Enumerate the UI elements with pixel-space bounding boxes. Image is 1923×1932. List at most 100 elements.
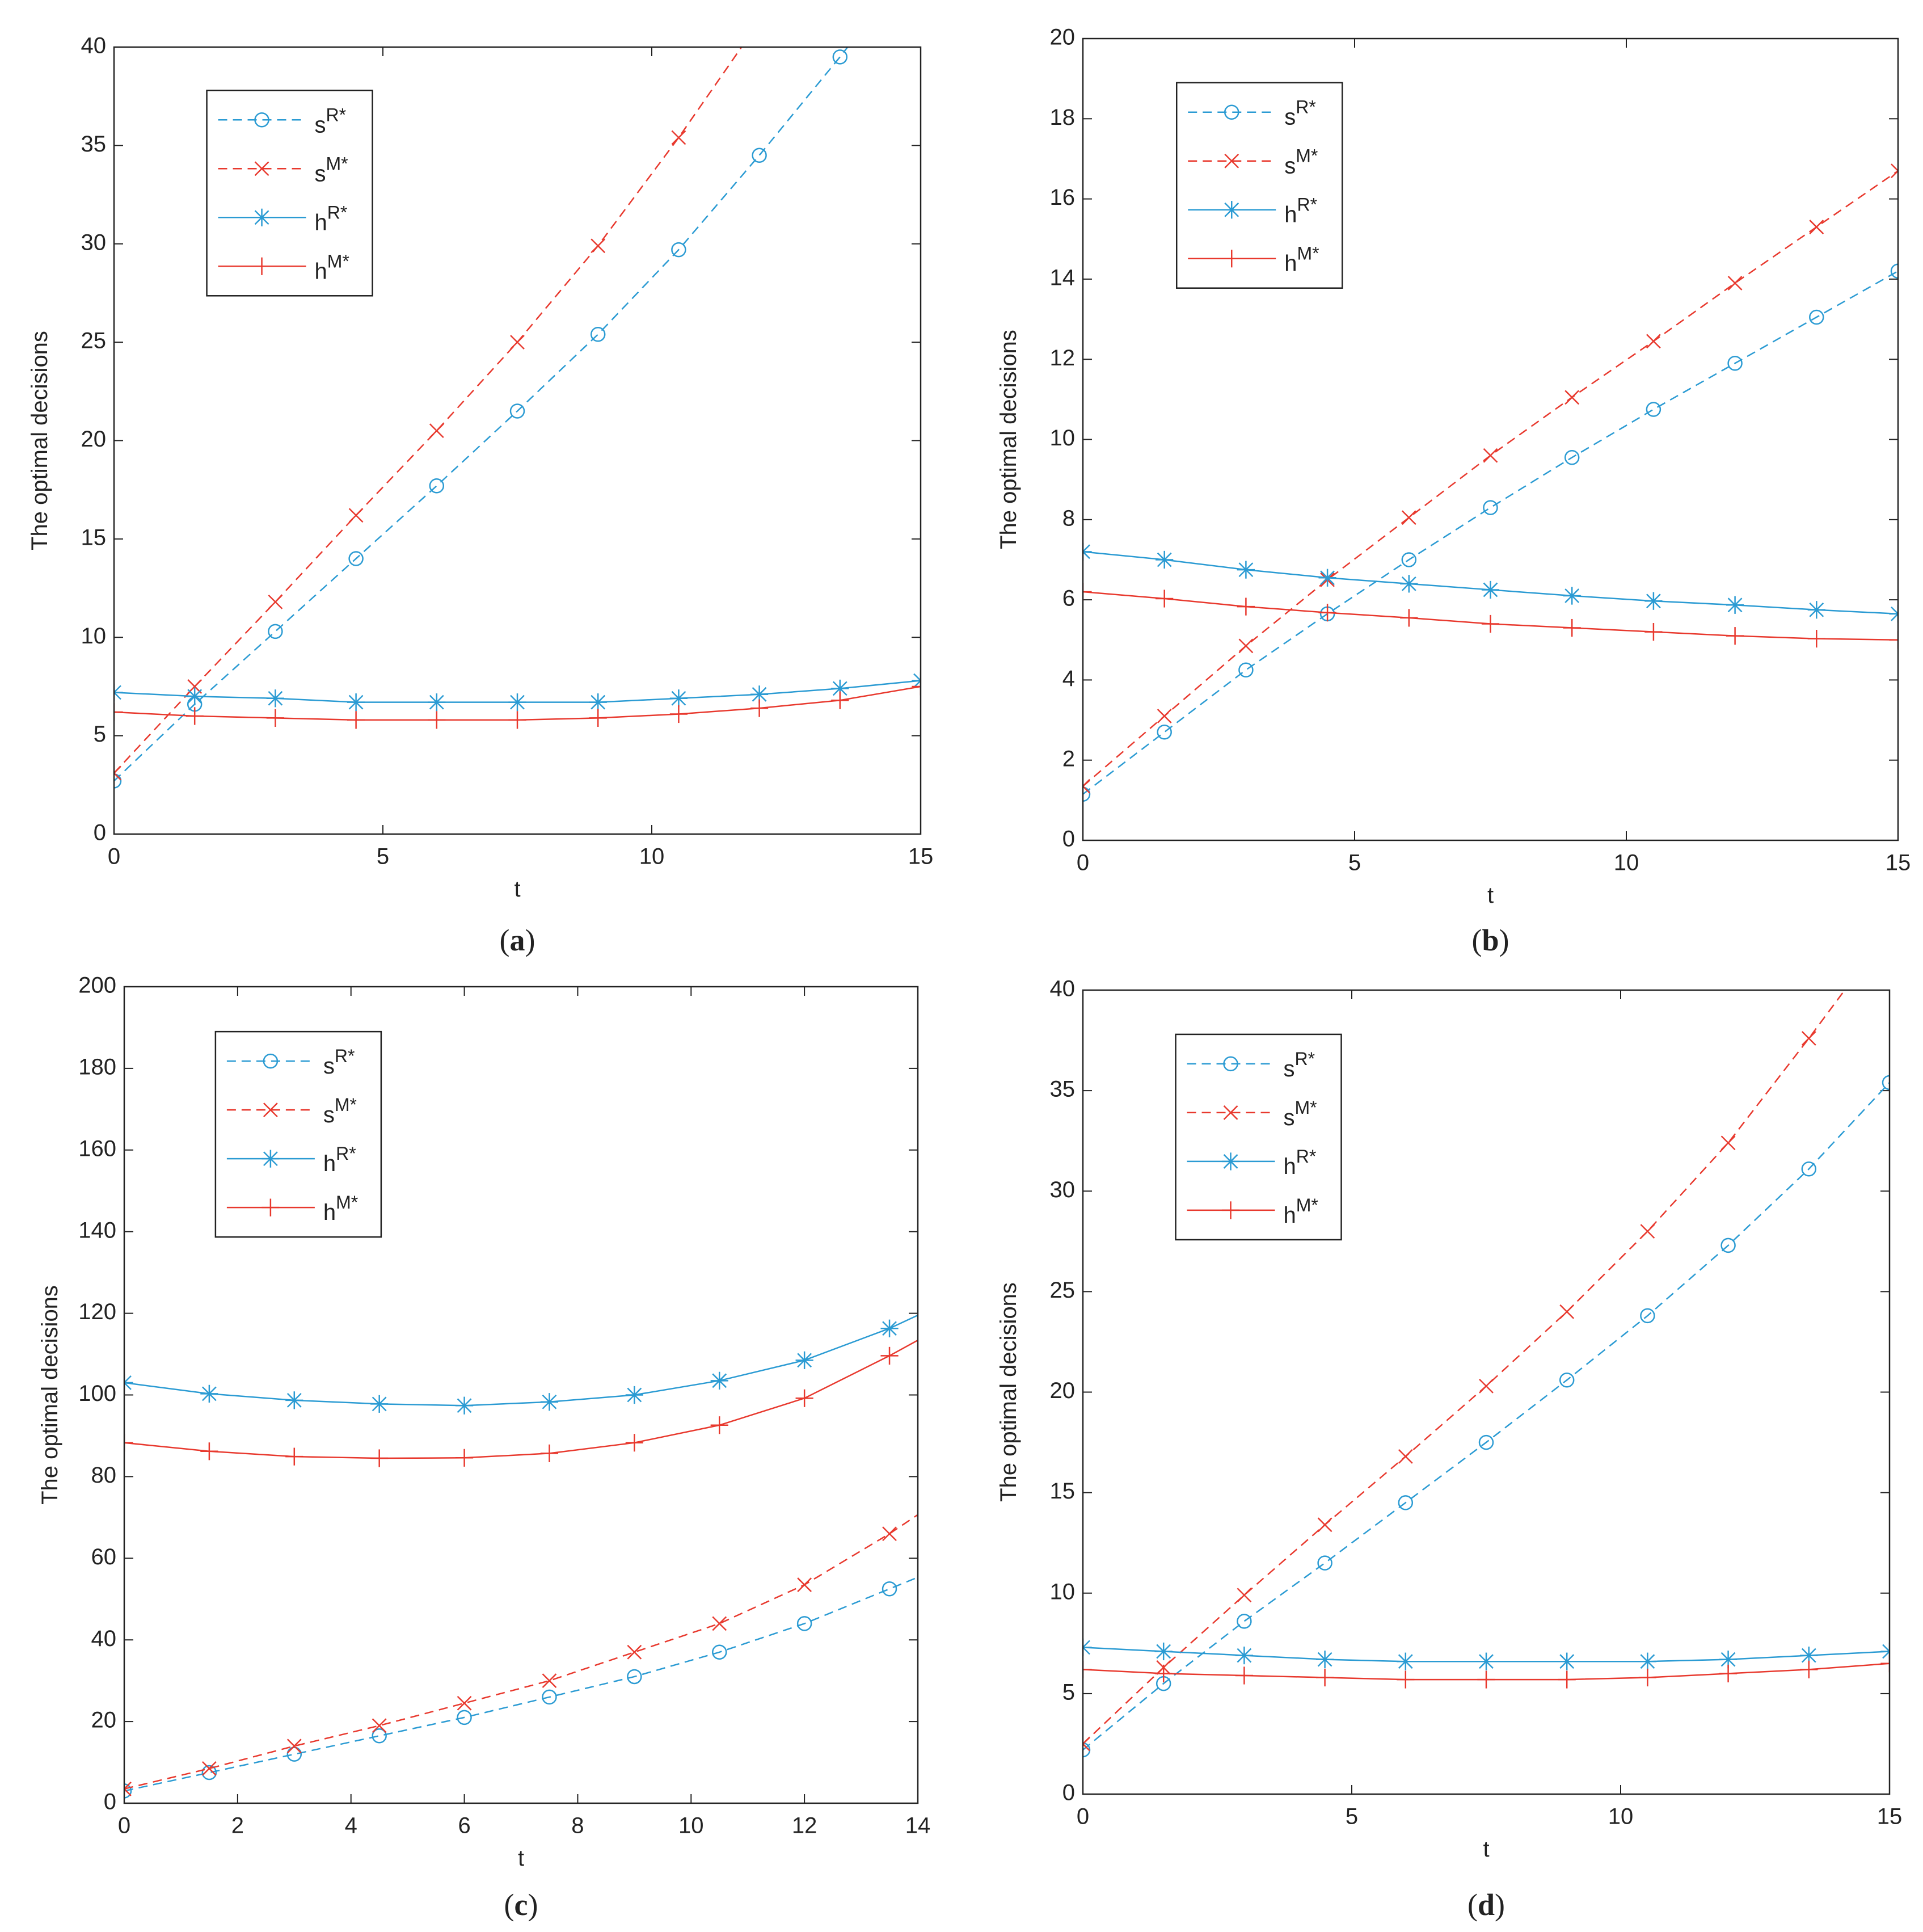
marker (795, 1389, 813, 1407)
marker (1316, 1651, 1334, 1669)
marker (1083, 542, 1092, 561)
marker (591, 238, 606, 254)
marker-shape (1157, 724, 1172, 740)
x-tick-label: 10 (1614, 851, 1639, 875)
marker (124, 1434, 133, 1452)
marker-shape (796, 1616, 812, 1631)
marker (1222, 201, 1241, 219)
y-tick-label: 35 (1050, 1077, 1076, 1102)
marker (509, 403, 525, 419)
marker (1235, 1666, 1253, 1685)
marker (1807, 601, 1825, 619)
marker-shape (1401, 552, 1417, 567)
y-axis-label: The optimal decisions (996, 330, 1021, 549)
marker (542, 1689, 557, 1705)
marker (1481, 614, 1500, 633)
marker-shape (268, 594, 283, 609)
y-tick-label: 0 (1062, 1781, 1075, 1805)
marker (185, 687, 204, 705)
series-layer (124, 1280, 983, 1799)
marker (268, 624, 283, 639)
marker (1883, 923, 1896, 937)
marker (590, 327, 606, 342)
marker-shape (627, 1669, 642, 1685)
x-tick-label: 5 (1348, 851, 1361, 875)
marker (1891, 163, 1898, 179)
marker (1720, 1238, 1736, 1253)
marker (429, 478, 445, 494)
axes-box (113, 46, 922, 835)
marker (1646, 402, 1661, 417)
marker-shape (752, 148, 767, 163)
legend-box (214, 1030, 382, 1238)
marker (1564, 450, 1580, 465)
panel-label: (a) (500, 923, 535, 957)
marker (752, 148, 767, 163)
marker (286, 1746, 302, 1762)
marker (669, 689, 688, 708)
marker (710, 1371, 728, 1390)
marker (1719, 1664, 1738, 1683)
marker (1890, 263, 1898, 279)
panel-label: (b) (1471, 923, 1509, 957)
marker (1156, 550, 1174, 569)
marker (124, 1781, 132, 1796)
x-tick-label: 2 (231, 1813, 244, 1838)
marker (1397, 1670, 1415, 1689)
marker (831, 691, 849, 709)
y-tick-label: 180 (78, 1054, 116, 1079)
y-tick-label: 0 (94, 820, 106, 845)
marker (712, 1616, 727, 1631)
x-axis-label: t (514, 877, 520, 902)
marker-shape (1809, 220, 1824, 234)
marker (1564, 390, 1580, 405)
marker (202, 1761, 217, 1776)
marker-shape (457, 1710, 472, 1725)
marker (372, 1718, 387, 1733)
marker-shape (968, 1547, 981, 1561)
marker (1726, 627, 1744, 645)
marker (1083, 786, 1091, 802)
marker (1400, 575, 1418, 593)
y-tick-label: 60 (91, 1544, 117, 1569)
marker (1317, 1555, 1332, 1571)
marker-shape (712, 1644, 727, 1660)
marker (671, 242, 686, 258)
marker (968, 1547, 981, 1561)
marker (1401, 510, 1416, 525)
x-tick-label: 10 (1608, 1804, 1634, 1829)
y-tick-label: 0 (104, 1790, 116, 1815)
marker (712, 1644, 727, 1660)
y-tick-label: 6 (1062, 586, 1075, 611)
marker (1559, 1372, 1575, 1388)
marker (428, 693, 446, 712)
legend-label: hM* (1284, 1195, 1318, 1228)
marker (124, 1374, 133, 1392)
marker (1237, 597, 1255, 616)
marker (589, 709, 607, 727)
marker (669, 705, 688, 723)
marker-shape (1237, 1588, 1252, 1603)
marker (912, 671, 921, 690)
marker (1800, 1646, 1818, 1665)
marker (1483, 500, 1498, 515)
panel-label: (c) (504, 1888, 538, 1922)
marker (508, 711, 526, 729)
marker-shape (1727, 276, 1743, 291)
marker (1223, 1056, 1238, 1072)
marker-shape (1083, 544, 1090, 553)
marker (266, 689, 284, 708)
marker (1083, 1638, 1092, 1656)
marker-shape (457, 1695, 472, 1711)
marker (1318, 569, 1336, 587)
marker (542, 1673, 557, 1689)
marker-shape (1640, 1224, 1655, 1239)
marker-shape (429, 478, 445, 494)
marker (965, 1280, 983, 1298)
marker (508, 693, 526, 712)
marker (1154, 1642, 1173, 1661)
x-tick-label: 14 (905, 1813, 931, 1838)
marker (1237, 1614, 1252, 1629)
marker-shape (1883, 923, 1896, 937)
